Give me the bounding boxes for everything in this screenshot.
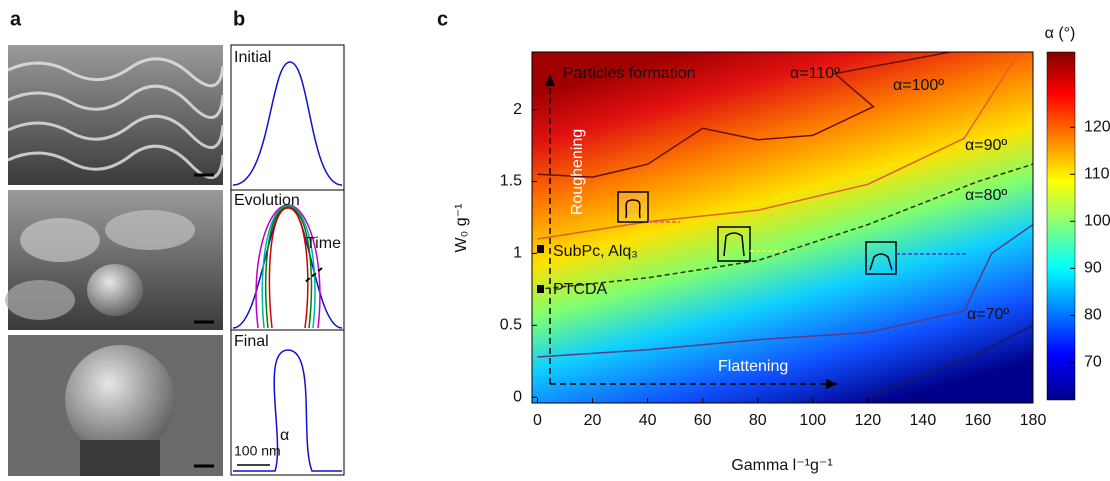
colorbar-tick-label: 70 <box>1084 354 1102 371</box>
y-tick-label: 0.5 <box>500 317 522 334</box>
y-tick-label: 2 <box>513 101 522 118</box>
contour-label: α=90º <box>965 137 1007 154</box>
contour-label: α=100º <box>893 77 944 94</box>
sem-images <box>5 45 225 476</box>
y-axis-label: W₀ g⁻¹ <box>453 204 470 253</box>
x-tick-label: 180 <box>1020 412 1047 429</box>
contour-label: α=80º <box>965 187 1007 204</box>
label: Evolution <box>234 192 300 209</box>
profile-curve <box>232 61 343 186</box>
x-tick-label: 100 <box>799 412 826 429</box>
label: 100 nm <box>234 443 281 459</box>
y-tick-label: 1.5 <box>500 173 522 190</box>
contour-line <box>537 52 1020 240</box>
marker <box>537 285 544 293</box>
time-arrow <box>303 267 323 284</box>
plot-frame <box>531 51 1034 404</box>
label: α <box>280 427 289 444</box>
panel-label: b <box>233 8 245 30</box>
contour-label: α=110º <box>790 65 840 82</box>
x-tick-label: 0 <box>533 412 542 429</box>
insets <box>617 191 966 275</box>
x-tick-label: 120 <box>854 412 881 429</box>
contours <box>537 52 1033 398</box>
annotation: Particles formation <box>563 65 696 82</box>
annotation: PTCDA <box>553 281 608 298</box>
profile-curve <box>233 349 342 472</box>
x-axis-label: Gamma l⁻¹g⁻¹ <box>731 457 832 474</box>
x-tick-label: 60 <box>694 412 712 429</box>
colorbar-tick-label: 110 <box>1084 165 1110 182</box>
panel-label: c <box>437 8 448 30</box>
panel-label: a <box>10 8 22 30</box>
contour-line <box>537 52 951 178</box>
x-tick-label: 20 <box>584 412 602 429</box>
label: Initial <box>234 49 271 66</box>
marker <box>537 245 544 253</box>
colorbar-label: α (°) <box>1045 25 1076 42</box>
x-tick-label: 40 <box>639 412 657 429</box>
colorbar-tick-label: 100 <box>1084 213 1110 230</box>
colorbar-tick-label: 80 <box>1084 307 1102 324</box>
contour-label: α=70º <box>967 306 1009 323</box>
contour-line <box>537 224 1033 358</box>
x-tick-label: 80 <box>749 412 767 429</box>
label: Final <box>234 333 269 350</box>
colorbar-tick-label: 90 <box>1084 260 1102 277</box>
y-tick-label: 0 <box>513 388 522 405</box>
label: Time <box>306 235 341 252</box>
contour-line <box>537 163 1033 291</box>
annotation: SubPc, Alq₃ <box>553 243 638 260</box>
axis-arrows <box>549 82 828 385</box>
profile-curves <box>232 204 343 329</box>
annotation: Roughening <box>569 129 586 215</box>
x-tick-label: 160 <box>965 412 992 429</box>
annotation: Flattening <box>718 358 788 375</box>
colorbar <box>1046 51 1076 401</box>
profile-boxes <box>230 44 345 476</box>
x-tick-label: 140 <box>910 412 937 429</box>
contour-line <box>867 324 1033 398</box>
y-tick-label: 1 <box>513 245 522 262</box>
colorbar-tick-label: 120 <box>1084 118 1110 135</box>
